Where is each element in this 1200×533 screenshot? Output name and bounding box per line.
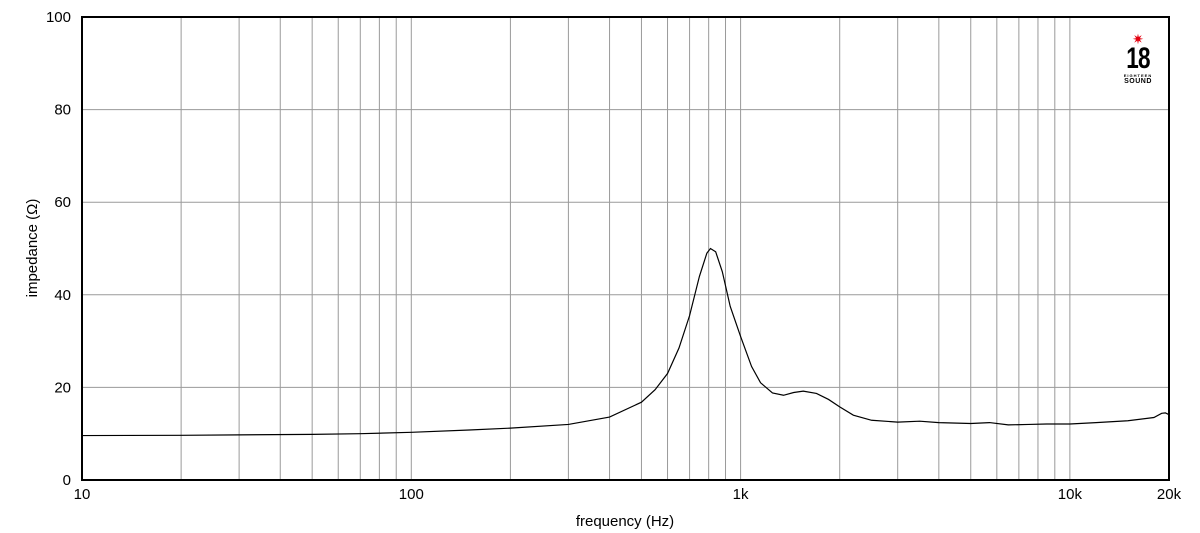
x-tick-label: 100 bbox=[399, 486, 424, 503]
x-tick-label: 10k bbox=[1058, 486, 1083, 503]
x-tick-label: 1k bbox=[733, 486, 749, 503]
y-tick-label: 80 bbox=[54, 102, 71, 119]
brand-number: 18 bbox=[1126, 42, 1150, 75]
y-tick-label: 100 bbox=[46, 9, 71, 26]
y-tick-label: 40 bbox=[54, 287, 71, 304]
brand-logo: ✷ 18 EIGHTEEN SOUND bbox=[1120, 31, 1156, 97]
brand-line2: SOUND bbox=[1124, 78, 1152, 85]
y-tick-label: 60 bbox=[54, 194, 71, 211]
x-tick-label: 20k bbox=[1157, 486, 1182, 503]
y-tick-label: 20 bbox=[54, 379, 71, 396]
brand-line1: EIGHTEEN bbox=[1123, 73, 1153, 78]
y-tick-labels: 0 20 40 60 80 100 bbox=[46, 9, 71, 489]
y-tick-label: 0 bbox=[63, 472, 71, 489]
plot-frame bbox=[81, 16, 1170, 481]
grid-lines bbox=[82, 17, 1169, 480]
x-tick-label: 10 bbox=[74, 486, 91, 503]
star-icon: ✷ bbox=[1132, 31, 1144, 47]
x-tick-labels: 10 100 1k 10k 20k bbox=[74, 486, 1182, 503]
impedance-curve bbox=[81, 247, 1170, 437]
x-axis-label: frequency (Hz) bbox=[576, 513, 674, 530]
y-axis-label: impedance (Ω) bbox=[24, 199, 41, 298]
